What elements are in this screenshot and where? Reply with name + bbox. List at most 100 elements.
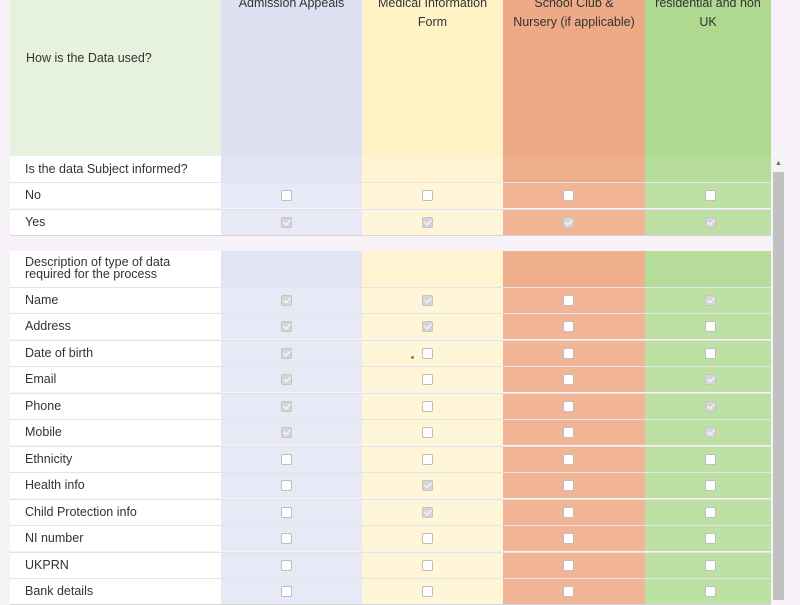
checkbox[interactable] xyxy=(422,190,433,201)
checkbox[interactable] xyxy=(563,533,574,544)
row-divider xyxy=(10,366,771,367)
row-divider xyxy=(10,340,771,341)
checkbox[interactable] xyxy=(705,401,716,412)
checkbox[interactable] xyxy=(705,190,716,201)
checkbox[interactable] xyxy=(563,217,574,228)
column-title: School Club & Nursery (if applicable) xyxy=(513,0,635,29)
checkbox[interactable] xyxy=(281,295,292,306)
table-row-cell xyxy=(10,393,221,419)
column-title: residential and non UK xyxy=(655,0,761,29)
row-divider xyxy=(10,313,771,314)
checkbox[interactable] xyxy=(422,348,433,359)
table-row-cell xyxy=(503,578,645,604)
table-header-label-cell: How is the Data used? xyxy=(10,0,221,156)
row-label: Date of birth xyxy=(25,346,94,360)
checkbox[interactable] xyxy=(563,295,574,306)
checkbox[interactable] xyxy=(281,533,292,544)
checkbox[interactable] xyxy=(705,454,716,465)
checkbox[interactable] xyxy=(705,560,716,571)
table-row-cell xyxy=(10,419,221,445)
row-divider xyxy=(10,552,771,553)
checkbox[interactable] xyxy=(281,321,292,332)
row-label: Child Protection info xyxy=(25,505,137,519)
checkbox[interactable] xyxy=(422,401,433,412)
checkbox[interactable] xyxy=(563,454,574,465)
checkbox[interactable] xyxy=(422,560,433,571)
table-row-cell xyxy=(503,552,645,578)
checkbox[interactable] xyxy=(422,454,433,465)
checkbox[interactable] xyxy=(422,507,433,518)
checkbox[interactable] xyxy=(705,533,716,544)
checkbox[interactable] xyxy=(563,190,574,201)
checkbox[interactable] xyxy=(705,586,716,597)
checkbox[interactable] xyxy=(422,533,433,544)
row-divider xyxy=(10,393,771,394)
checkbox[interactable] xyxy=(705,480,716,491)
checkbox[interactable] xyxy=(563,480,574,491)
table-row-cell xyxy=(10,182,221,208)
checkbox[interactable] xyxy=(422,217,433,228)
question-row-cell xyxy=(10,251,221,287)
table-row-cell xyxy=(10,313,221,339)
checkbox[interactable] xyxy=(422,586,433,597)
table-row-cell xyxy=(503,446,645,472)
table-row-cell xyxy=(503,499,645,525)
scrollbar-thumb[interactable] xyxy=(773,172,784,600)
checkbox[interactable] xyxy=(563,321,574,332)
checkbox[interactable] xyxy=(422,374,433,385)
table-row-cell xyxy=(10,340,221,366)
row-label: Address xyxy=(25,319,71,333)
question-row-cell xyxy=(645,251,771,287)
checkbox[interactable] xyxy=(705,348,716,359)
checkbox[interactable] xyxy=(563,427,574,438)
row-label: Email xyxy=(25,372,57,386)
checkbox[interactable] xyxy=(281,348,292,359)
checkbox[interactable] xyxy=(281,190,292,201)
checkbox[interactable] xyxy=(563,507,574,518)
row-divider xyxy=(10,499,771,500)
checkbox[interactable] xyxy=(281,586,292,597)
table-row-cell xyxy=(10,525,221,551)
checkbox[interactable] xyxy=(422,295,433,306)
table-row-cell xyxy=(10,472,221,498)
row-divider xyxy=(10,578,771,579)
column-header-school-club-nursery: School Club & Nursery (if applicable) xyxy=(503,0,645,156)
checkbox[interactable] xyxy=(281,427,292,438)
checkbox[interactable] xyxy=(281,217,292,228)
checkbox[interactable] xyxy=(563,401,574,412)
checkbox[interactable] xyxy=(563,374,574,385)
row-label: UKPRN xyxy=(25,558,69,572)
checkbox[interactable] xyxy=(705,507,716,518)
checkbox[interactable] xyxy=(281,401,292,412)
checkbox[interactable] xyxy=(705,295,716,306)
table-row-cell xyxy=(10,209,221,235)
checkbox[interactable] xyxy=(422,427,433,438)
checkbox[interactable] xyxy=(281,374,292,385)
table-row-cell xyxy=(503,472,645,498)
section-question: Is the data Subject informed? xyxy=(25,162,188,176)
checkbox[interactable] xyxy=(705,427,716,438)
checkbox[interactable] xyxy=(281,480,292,491)
checkbox[interactable] xyxy=(563,348,574,359)
row-label: Mobile xyxy=(25,425,62,439)
checkbox[interactable] xyxy=(281,560,292,571)
table-row-cell xyxy=(503,313,645,339)
row-label: Yes xyxy=(25,215,46,229)
checkbox[interactable] xyxy=(705,374,716,385)
table-row-cell xyxy=(503,209,645,235)
table-row-cell xyxy=(10,499,221,525)
checkbox[interactable] xyxy=(422,480,433,491)
checkbox[interactable] xyxy=(705,217,716,228)
checkbox[interactable] xyxy=(281,454,292,465)
table-row-cell xyxy=(503,287,645,313)
question-row-cell xyxy=(362,156,503,182)
checkbox[interactable] xyxy=(281,507,292,518)
checkbox[interactable] xyxy=(422,321,433,332)
checkbox[interactable] xyxy=(563,560,574,571)
section-divider xyxy=(10,235,771,236)
scroll-up-arrow-icon[interactable]: ▲ xyxy=(775,160,782,167)
row-divider xyxy=(10,182,771,183)
table-row-cell xyxy=(503,182,645,208)
checkbox[interactable] xyxy=(705,321,716,332)
checkbox[interactable] xyxy=(563,586,574,597)
